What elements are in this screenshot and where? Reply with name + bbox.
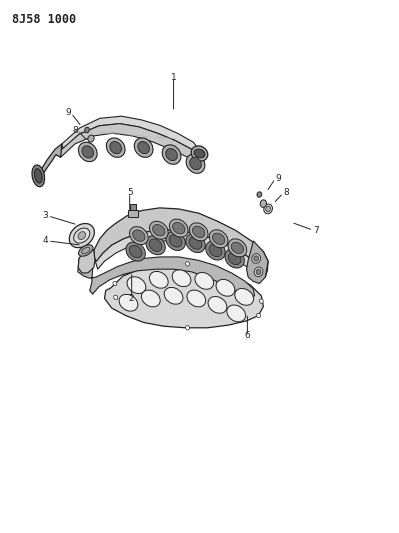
Ellipse shape [82,247,90,254]
Ellipse shape [138,142,150,154]
Text: 8J58 1000: 8J58 1000 [12,13,76,26]
Ellipse shape [79,245,93,256]
Ellipse shape [130,227,148,245]
Ellipse shape [88,135,94,142]
Ellipse shape [256,269,261,274]
Ellipse shape [225,249,244,268]
Ellipse shape [127,277,146,294]
Ellipse shape [166,149,178,160]
Ellipse shape [166,231,185,251]
Text: 1: 1 [171,73,176,82]
Ellipse shape [82,146,94,158]
Ellipse shape [186,233,205,253]
Ellipse shape [190,158,201,169]
Ellipse shape [119,294,138,311]
Polygon shape [37,144,62,179]
Text: 8: 8 [72,126,78,135]
Ellipse shape [69,223,94,248]
Ellipse shape [216,279,235,296]
Ellipse shape [107,138,125,157]
Ellipse shape [235,288,254,305]
Ellipse shape [195,272,214,289]
Ellipse shape [259,299,263,303]
Text: 5: 5 [127,189,132,197]
Ellipse shape [266,206,271,212]
Ellipse shape [209,244,222,257]
Ellipse shape [172,270,191,287]
Ellipse shape [186,154,205,173]
Polygon shape [78,248,95,273]
Ellipse shape [129,245,142,258]
Ellipse shape [264,204,273,214]
Text: 6: 6 [245,332,250,340]
Ellipse shape [132,230,145,241]
Ellipse shape [78,232,86,239]
Text: 9: 9 [65,109,71,117]
Ellipse shape [189,237,202,249]
Ellipse shape [186,326,190,330]
Ellipse shape [79,142,97,161]
Ellipse shape [85,127,89,133]
Ellipse shape [126,242,145,261]
Ellipse shape [192,226,205,238]
Ellipse shape [113,281,117,286]
Ellipse shape [169,235,182,247]
Ellipse shape [231,242,244,254]
Ellipse shape [34,168,42,183]
Text: 7: 7 [313,226,319,235]
Ellipse shape [134,138,153,157]
Ellipse shape [227,305,246,322]
Polygon shape [78,248,255,298]
Ellipse shape [194,149,205,158]
Ellipse shape [152,224,165,236]
Polygon shape [130,204,136,210]
Ellipse shape [212,233,225,245]
Ellipse shape [74,228,90,243]
Ellipse shape [252,254,261,263]
Ellipse shape [162,145,181,164]
Text: 3: 3 [42,212,48,220]
Polygon shape [247,241,268,284]
Ellipse shape [141,290,160,307]
Ellipse shape [114,295,118,300]
Ellipse shape [257,313,261,318]
Ellipse shape [172,222,185,234]
Ellipse shape [260,200,267,207]
Polygon shape [93,208,268,271]
Ellipse shape [187,290,206,307]
Polygon shape [128,210,138,217]
Text: 4: 4 [42,237,48,245]
Polygon shape [56,124,199,163]
Ellipse shape [186,262,190,266]
Ellipse shape [110,142,122,154]
Ellipse shape [257,192,262,197]
Ellipse shape [149,239,162,252]
Ellipse shape [32,165,45,187]
Polygon shape [62,116,200,156]
Ellipse shape [209,230,228,248]
Ellipse shape [208,296,227,313]
Ellipse shape [146,236,165,255]
Ellipse shape [228,239,247,257]
Text: 8: 8 [283,189,289,197]
Ellipse shape [164,287,183,304]
Ellipse shape [149,271,168,288]
Ellipse shape [228,252,241,265]
Text: 2: 2 [129,294,134,303]
Polygon shape [93,230,267,277]
Ellipse shape [191,146,208,161]
Ellipse shape [254,256,259,261]
Ellipse shape [170,219,188,237]
Polygon shape [105,264,263,328]
Ellipse shape [190,223,208,241]
Text: 9: 9 [275,174,281,183]
Ellipse shape [254,267,263,277]
Ellipse shape [206,241,225,260]
Ellipse shape [150,221,168,239]
